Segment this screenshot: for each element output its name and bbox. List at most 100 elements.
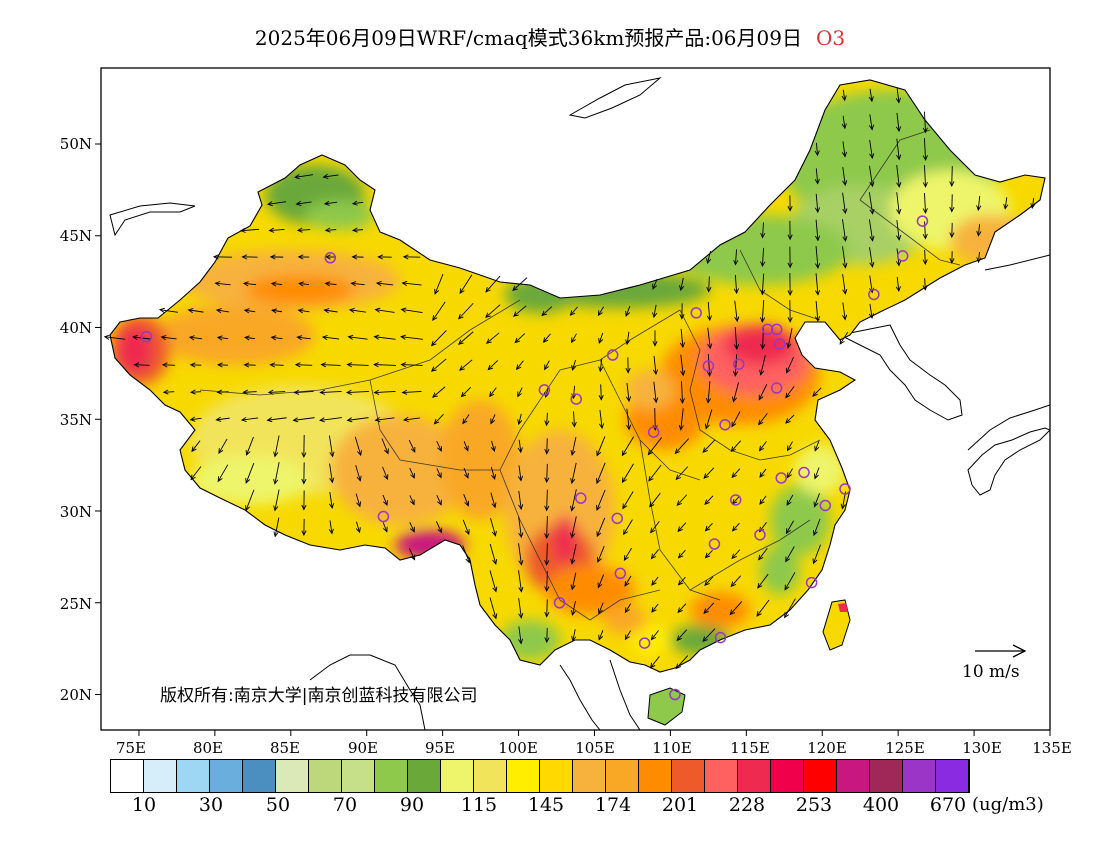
wind-arrow: [702, 628, 716, 643]
observation-site-marker: [719, 419, 731, 431]
wind-arrow: [436, 495, 442, 506]
ozone-forecast-map: [95, 67, 1051, 736]
wind-arrow: [703, 602, 715, 614]
wind-arrow: [296, 335, 311, 341]
wind-arrow: [459, 274, 473, 295]
colorbar-label: 50: [265, 794, 291, 816]
wind-arrow: [677, 549, 686, 559]
wind-arrow: [161, 362, 176, 368]
colorbar-label: 10: [131, 794, 157, 816]
observation-site-marker: [805, 576, 818, 589]
wind-arrow: [273, 435, 280, 458]
wind-arrow: [596, 545, 605, 563]
wind-arrow: [245, 489, 255, 512]
observation-site-marker: [669, 688, 681, 701]
taiwan-hotspot: [838, 603, 848, 612]
wind-arrow: [839, 331, 849, 345]
wind-arrow: [462, 545, 471, 564]
colorbar-cell: [936, 760, 969, 792]
wind-arrow: [732, 382, 740, 403]
wind-arrow: [490, 466, 497, 481]
wind-arrow: [652, 355, 659, 376]
wind-arrow: [650, 521, 660, 534]
wind-arrow: [187, 307, 204, 314]
wind-arrow: [216, 335, 229, 341]
wind-arrow: [347, 334, 368, 340]
observation-site-layer: [140, 215, 929, 701]
concentration-colorbar: [110, 759, 970, 793]
wind-arrow: [354, 436, 362, 457]
wind-arrow: [814, 193, 820, 214]
wind-arrow: [598, 602, 604, 615]
wind-vector-layer: [103, 87, 1036, 670]
wind-arrow: [345, 389, 370, 395]
wind-arrow: [949, 166, 955, 187]
lon-tick-label: 100E: [498, 739, 538, 757]
wind-arrow: [348, 307, 367, 313]
wind-arrow: [215, 416, 230, 422]
wind-arrow: [402, 254, 421, 260]
colorbar-cell: [738, 760, 771, 792]
wind-arrow: [702, 439, 716, 453]
wind-arrow: [679, 328, 686, 349]
wind-arrow: [270, 335, 283, 341]
wind-arrow: [571, 359, 577, 372]
wind-arrow: [571, 411, 577, 428]
colorbar-cell: [309, 760, 342, 792]
wind-arrow: [842, 246, 848, 269]
wind-arrow: [269, 254, 284, 260]
wind-arrow: [462, 414, 470, 425]
wind-arrow: [188, 335, 203, 341]
colorbar-cell: [672, 760, 705, 792]
wind-arrow: [189, 416, 202, 422]
wind-arrow: [490, 414, 496, 425]
wind-arrow: [460, 386, 471, 398]
wind-arrow: [512, 277, 528, 292]
wind-arrow: [786, 468, 793, 479]
wind-arrow: [162, 389, 175, 395]
wind-arrow: [295, 200, 312, 207]
lat-tick-label: 40N: [59, 319, 92, 337]
wind-arrow: [432, 301, 446, 321]
wind-arrow: [786, 328, 793, 349]
wind-arrow: [328, 520, 334, 535]
wind-arrow: [373, 389, 396, 395]
wind-arrow: [704, 495, 714, 505]
wind-arrow: [462, 519, 470, 536]
wind-arrow: [570, 572, 577, 591]
colorbar-cell: [408, 760, 441, 792]
wind-arrow: [759, 300, 766, 323]
wind-arrow: [329, 463, 335, 484]
wind-arrow: [868, 114, 875, 131]
colorbar-cell: [771, 760, 804, 792]
wind-arrow: [297, 254, 310, 260]
wind-arrow: [273, 489, 280, 512]
wind-arrow: [733, 249, 739, 266]
wind-arrow: [869, 247, 875, 268]
wind-arrow: [103, 334, 126, 340]
map-title: 2025年06月09日WRF/cmaq模式36km预报产品:06月09日 O3: [0, 22, 1100, 51]
observation-site-marker: [638, 637, 651, 649]
wind-arrow: [677, 603, 687, 614]
wind-arrow: [784, 598, 796, 619]
observation-site-marker: [761, 323, 774, 336]
wind-arrow: [544, 599, 550, 618]
wind-arrow: [382, 494, 388, 507]
wind-arrow: [596, 436, 606, 457]
colorbar-cell: [276, 760, 309, 792]
wind-arrow: [624, 603, 632, 614]
wind-arrow: [374, 417, 395, 423]
wind-arrow: [814, 219, 821, 242]
wind-arrow: [813, 493, 820, 508]
wind-arrow: [401, 280, 422, 286]
wind-arrow: [292, 417, 315, 423]
wind-arrow: [896, 138, 902, 161]
wind-arrow: [621, 463, 634, 484]
wind-arrow: [625, 357, 631, 374]
wind-arrow: [544, 463, 550, 484]
wind-arrow: [542, 333, 551, 344]
observation-site-marker: [773, 338, 786, 350]
wind-arrow: [703, 467, 715, 479]
wind-arrow: [517, 439, 523, 454]
wind-arrow: [160, 335, 177, 341]
